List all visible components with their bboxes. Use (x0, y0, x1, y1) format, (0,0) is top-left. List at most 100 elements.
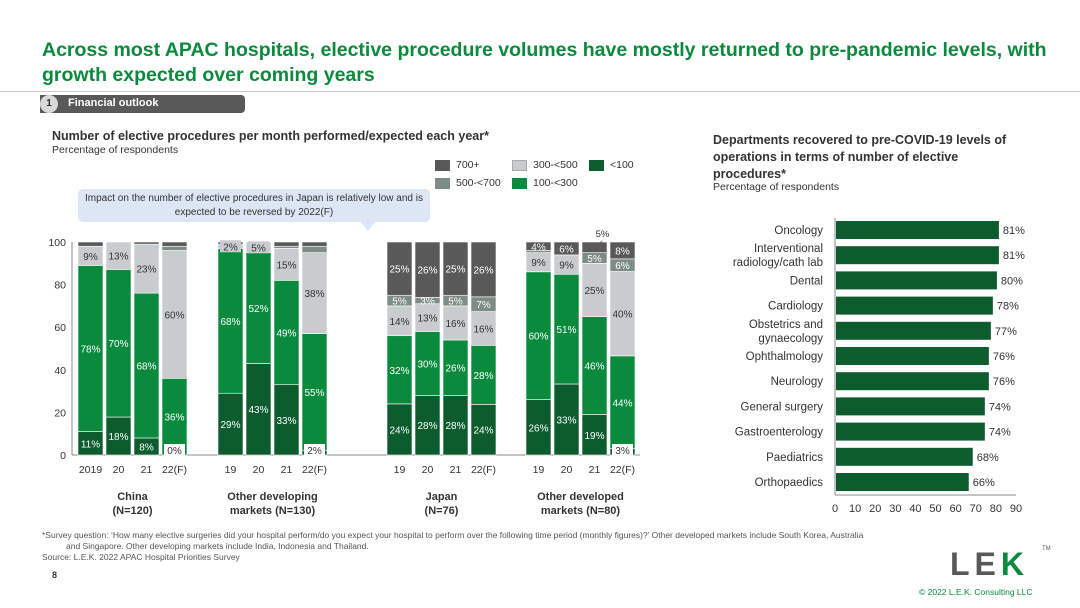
data-label: 13% (417, 314, 437, 325)
bar-segment (581, 414, 608, 456)
data-label: 25% (389, 265, 409, 276)
bar-segment (581, 262, 608, 317)
x-tick-label: 60 (950, 503, 962, 515)
data-label: 16% (473, 324, 493, 335)
group-n-label: markets (N=80) (541, 505, 621, 517)
y-tick-label: 80 (54, 280, 66, 292)
y-tick-label: 40 (54, 365, 66, 377)
legend-label: 100-<300 (533, 177, 578, 189)
bar-segment (442, 305, 469, 341)
bar-segment (470, 404, 497, 456)
data-label: 46% (584, 362, 604, 373)
x-tick-label: 19 (394, 464, 406, 476)
legend-label: 300-<500 (533, 159, 578, 171)
bar-segment (301, 245, 328, 253)
hbar-value-label: 81% (1003, 225, 1025, 237)
title-divider (0, 91, 1080, 92)
bar-segment (581, 316, 608, 415)
group-label: China (117, 491, 148, 503)
bar-segment (245, 363, 272, 456)
hbar-value-label: 78% (997, 301, 1019, 313)
x-tick-label: 19 (533, 464, 545, 476)
bar-segment (525, 271, 552, 400)
bar-segment (470, 345, 497, 405)
data-label: 4% (531, 242, 546, 253)
bar-segment (77, 431, 104, 456)
page-title: Across most APAC hospitals, elective pro… (42, 39, 1047, 86)
hbar (836, 246, 999, 265)
group-n-label: (N=120) (112, 505, 152, 517)
x-tick-label: 22(F) (471, 464, 496, 476)
bar-segment (273, 248, 300, 281)
data-label: 28% (473, 371, 493, 382)
bar-segment (553, 254, 580, 275)
source-note: Source: L.E.K. 2022 APAC Hospital Priori… (42, 552, 240, 562)
data-label: 14% (389, 317, 409, 328)
bar-segment (609, 258, 636, 272)
bar-segment (609, 271, 636, 357)
legend-swatch (435, 160, 450, 171)
category-label: Oncology (774, 225, 823, 237)
bar-segment (105, 416, 132, 456)
category-label: General surgery (741, 401, 824, 413)
hbar-value-label: 81% (1003, 250, 1025, 262)
data-label: 52% (248, 304, 268, 315)
group-label: Other developing (227, 491, 317, 503)
data-label: 51% (556, 325, 576, 336)
data-label: 33% (276, 416, 296, 427)
bar-segment (105, 269, 132, 418)
data-label: 32% (389, 366, 409, 377)
legend-swatch (512, 178, 527, 189)
y-tick-label: 0 (60, 450, 66, 462)
bar-segment (470, 296, 497, 312)
data-label: 38% (304, 289, 324, 300)
data-label: 16% (445, 319, 465, 330)
data-label-bg (304, 444, 325, 456)
category-label: Dental (790, 275, 823, 287)
bar-segment (609, 448, 636, 456)
bar-segment (553, 383, 580, 456)
bar-segment (217, 392, 244, 456)
bar-segment (273, 245, 300, 249)
hbar-value-label: 74% (989, 427, 1011, 439)
hbar (836, 397, 985, 416)
right-chart-title: Departments recovered to pre-COVID-19 le… (713, 133, 1007, 181)
hbar-value-label: 80% (1001, 275, 1023, 287)
bar-segment (525, 241, 552, 251)
bar-segment (553, 273, 580, 385)
category-label: Obstetrics and (749, 319, 823, 331)
x-tick-label: 2019 (79, 464, 103, 476)
hbar (836, 447, 973, 466)
bar-segment (217, 248, 244, 394)
category-label: Neurology (771, 376, 824, 388)
bar-segment (386, 241, 413, 296)
category-label: Paediatrics (766, 452, 823, 464)
legend-label: 700+ (456, 159, 480, 171)
data-label: 68% (220, 317, 240, 328)
japan-callout: Impact on the number of elective procedu… (78, 189, 430, 222)
x-tick-label: 80 (990, 503, 1002, 515)
data-label-bg (612, 444, 633, 456)
bar-segment (386, 403, 413, 456)
bar-segment (581, 241, 608, 253)
x-tick-label: 90 (1010, 503, 1022, 515)
bar-segment (301, 333, 328, 452)
data-label: 70% (108, 339, 128, 350)
category-label: Gastroenterology (735, 427, 823, 439)
x-tick-label: 20 (113, 464, 125, 476)
data-label: 19% (584, 431, 604, 442)
x-tick-label: 10 (849, 503, 861, 515)
data-label: 28% (445, 421, 465, 432)
x-tick-label: 20 (422, 464, 434, 476)
data-label: 44% (612, 398, 632, 409)
data-label: 24% (389, 425, 409, 436)
data-label: 11% (81, 439, 100, 450)
label-leader-line (595, 240, 603, 253)
bar-segment (217, 243, 244, 249)
bar-segment (414, 303, 441, 332)
callout-pointer (360, 221, 376, 231)
bar-segment (161, 245, 188, 251)
data-label: 60% (528, 332, 548, 343)
data-label: 5% (392, 297, 407, 308)
bar-segment (442, 339, 469, 396)
